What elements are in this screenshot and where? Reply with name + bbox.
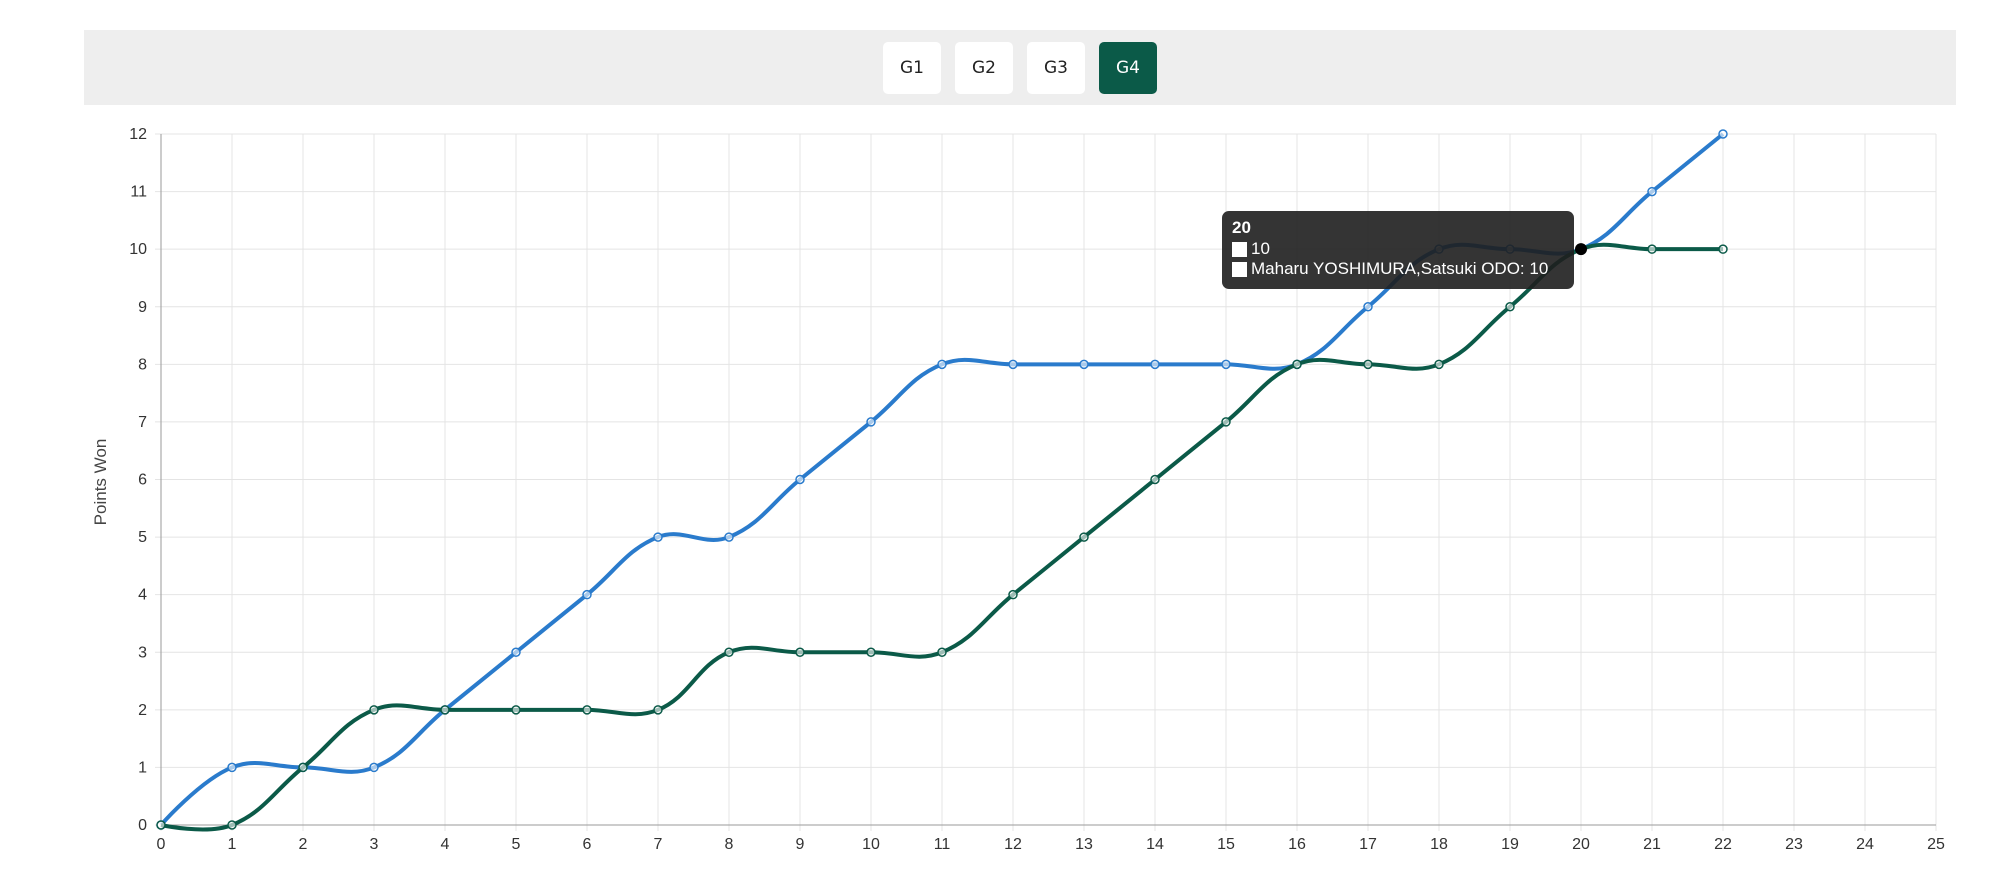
x-tick-label: 2 [299,836,308,853]
tooltip-row: 10 [1232,239,1564,259]
data-point[interactable] [227,820,237,830]
data-point[interactable] [1718,129,1728,139]
y-tick-label: 10 [129,241,147,258]
data-point[interactable] [369,705,379,715]
x-tick-label: 18 [1430,836,1448,853]
data-point[interactable] [298,762,308,773]
data-point[interactable] [937,647,947,657]
y-tick-label: 7 [138,414,147,431]
x-tick-label: 9 [796,836,805,853]
data-point[interactable] [1363,302,1373,312]
y-tick-label: 1 [138,759,147,776]
x-tick-label: 4 [441,836,450,853]
data-point[interactable] [1008,589,1018,600]
x-tick-label: 21 [1643,836,1661,853]
data-point[interactable] [1079,359,1089,370]
x-tick-label: 19 [1501,836,1519,853]
x-tick-label: 1 [228,836,237,853]
x-tick-label: 11 [934,836,951,853]
data-point[interactable] [1150,359,1160,370]
y-tick-label: 2 [138,702,147,719]
tooltip-row: Maharu YOSHIMURA,Satsuki ODO: 10 [1232,259,1564,279]
x-tick-label: 3 [370,836,379,853]
game-button-g3[interactable]: G3 [1027,41,1085,94]
data-point[interactable] [795,647,805,657]
x-tick-label: 15 [1217,836,1235,853]
y-tick-label: 0 [138,817,147,834]
x-tick-label: 14 [1146,836,1164,853]
data-point[interactable] [1363,359,1373,370]
data-point[interactable] [795,474,805,485]
data-point[interactable] [1434,359,1444,370]
x-tick-label: 22 [1714,836,1732,853]
y-tick-label: 3 [138,644,147,661]
x-tick-label: 7 [654,836,663,853]
data-point[interactable] [1008,359,1018,370]
data-point[interactable] [1718,244,1728,254]
x-tick-label: 23 [1785,836,1803,853]
y-tick-label: 4 [138,587,147,604]
data-point[interactable] [582,589,592,600]
data-point[interactable] [724,647,734,657]
tooltip-swatch [1232,261,1247,277]
game-button-g4[interactable]: G4 [1099,41,1157,94]
tooltip-title: 20 [1232,218,1251,237]
data-point[interactable] [866,647,876,657]
game-selector: G1 G2 G3 G4 [84,30,1956,105]
y-tick-label: 5 [138,529,147,546]
data-point[interactable] [511,705,521,715]
data-point[interactable] [1221,359,1231,370]
data-point[interactable] [440,705,450,715]
data-point[interactable] [1647,186,1657,197]
x-tick-label: 13 [1075,836,1093,853]
data-point[interactable] [724,532,734,542]
data-point[interactable] [156,820,166,830]
data-point[interactable] [1221,417,1231,427]
x-tick-label: 20 [1572,836,1590,853]
data-point[interactable] [866,417,876,427]
data-point[interactable] [1292,359,1302,370]
tooltip: 20 10 Maharu YOSHIMURA,Satsuki ODO: 10 [1222,211,1574,289]
data-point[interactable] [511,647,521,657]
y-tick-label: 12 [129,126,147,143]
series-line-2 [160,242,1723,832]
x-tick-label: 0 [157,836,166,853]
data-point[interactable] [937,359,947,370]
data-point[interactable] [653,532,663,542]
y-tick-label: 11 [130,184,147,201]
x-tick-label: 8 [725,836,734,853]
data-point[interactable] [653,705,663,715]
x-tick-label: 25 [1927,836,1945,853]
x-tick-label: 12 [1004,836,1022,853]
highlighted-point[interactable] [1575,243,1587,256]
y-tick-label: 8 [138,356,147,373]
x-tick-label: 17 [1359,836,1377,853]
x-tick-label: 16 [1288,836,1306,853]
grid [155,133,1937,831]
data-point[interactable] [1505,302,1515,312]
tooltip-swatch [1232,241,1247,257]
data-point[interactable] [1647,244,1657,254]
tooltip-row-text: Maharu YOSHIMURA,Satsuki ODO: 10 [1251,259,1549,278]
x-tick-label: 6 [583,836,592,853]
x-tick-label: 10 [862,836,880,853]
game-button-g1[interactable]: G1 [883,41,941,94]
x-tick-label: 5 [512,836,521,853]
data-point[interactable] [227,762,237,773]
data-point[interactable] [1079,532,1089,542]
game-button-g2[interactable]: G2 [955,41,1013,94]
data-point[interactable] [582,705,592,715]
tooltip-row-text: 10 [1251,239,1270,258]
x-tick-label: 24 [1856,836,1874,853]
y-axis-label: Points Won [91,439,110,526]
data-point[interactable] [369,762,379,773]
y-tick-label: 9 [138,299,147,316]
y-tick-label: 6 [138,472,147,489]
axes: 0 1 2 3 4 5 6 7 8 9 10 11 12 13 14 15 16 17 18 19 20 21 22 23 24… [129,126,1945,853]
data-point[interactable] [1150,474,1160,485]
